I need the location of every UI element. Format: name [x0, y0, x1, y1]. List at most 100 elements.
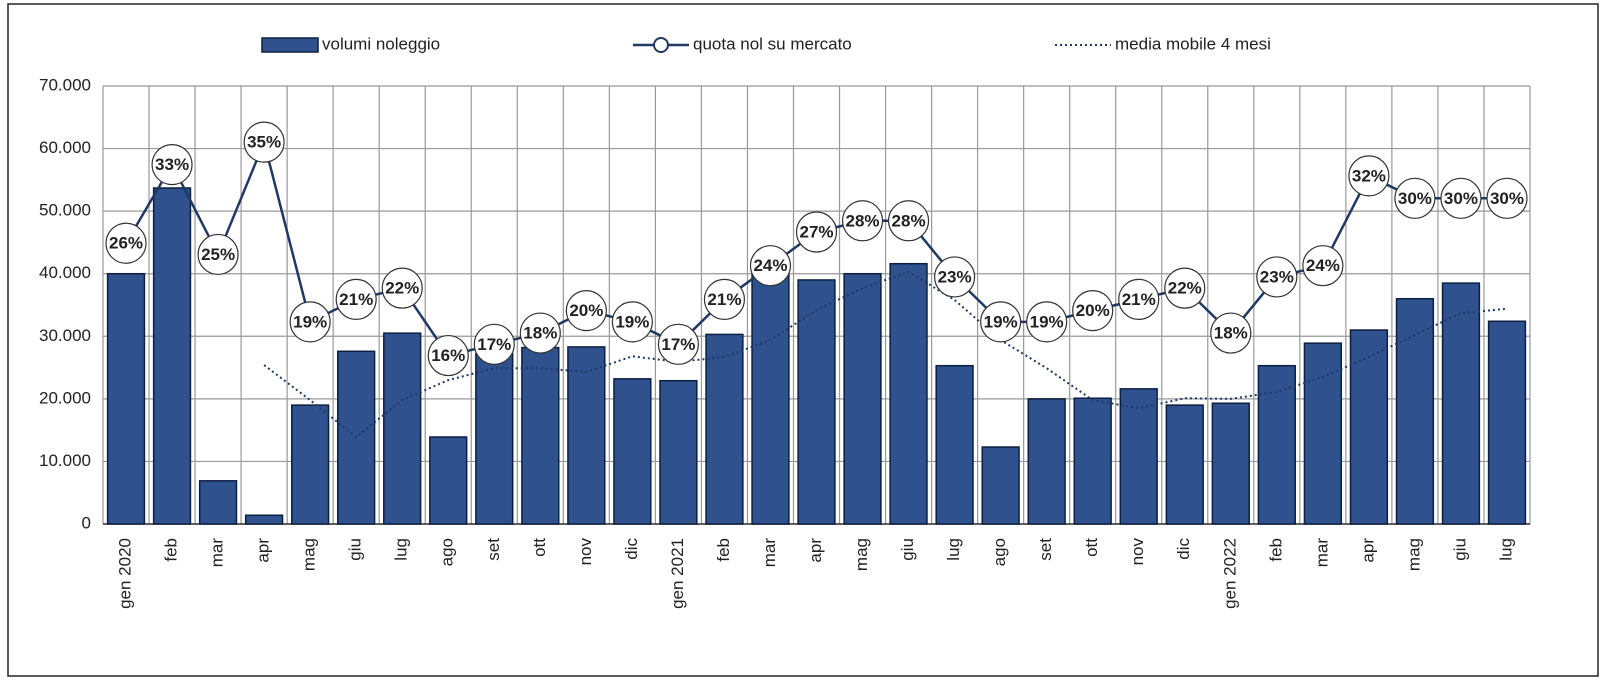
bar	[797, 279, 836, 525]
share-marker	[980, 301, 1022, 343]
x-tick-label: giu	[1450, 538, 1469, 561]
share-marker	[105, 222, 147, 264]
bar	[889, 262, 928, 525]
data-label: 28%	[846, 211, 880, 230]
bar	[751, 269, 790, 525]
share-marker	[1118, 278, 1160, 320]
data-label: 21%	[707, 290, 741, 309]
bar	[981, 446, 1020, 525]
data-label: 20%	[1076, 301, 1110, 320]
x-tick-label: dic	[1174, 538, 1193, 560]
share-marker	[657, 323, 700, 365]
share-marker	[749, 245, 792, 287]
x-tick-label: giu	[346, 538, 365, 561]
data-label: 20%	[569, 301, 603, 320]
share-marker	[1486, 177, 1528, 219]
x-tick-label: lug	[944, 538, 963, 561]
data-label: 24%	[753, 256, 787, 275]
bar	[475, 353, 514, 525]
data-label: 28%	[892, 211, 926, 230]
data-label: 23%	[938, 267, 972, 286]
data-label: 19%	[615, 312, 649, 331]
y-tick-label: 30.000	[39, 326, 91, 345]
y-tick-label: 10.000	[39, 451, 91, 470]
x-tick-label: set	[484, 538, 503, 561]
share-marker	[1394, 177, 1436, 219]
share-marker	[1256, 256, 1298, 298]
share-marker	[1072, 290, 1114, 332]
legend-label: quota nol su mercato	[693, 34, 852, 53]
x-tick-label: ott	[1082, 538, 1101, 557]
share-marker	[1164, 267, 1206, 309]
data-label: 19%	[1030, 312, 1064, 331]
data-label: 30%	[1398, 189, 1432, 208]
share-marker	[1348, 155, 1390, 197]
y-tick-label: 0	[82, 513, 91, 532]
share-marker	[795, 211, 838, 253]
bar	[1073, 397, 1112, 525]
bar	[290, 404, 330, 525]
share-marker	[473, 323, 515, 365]
data-label: 30%	[1490, 189, 1524, 208]
data-label: 33%	[155, 155, 189, 174]
bar	[244, 514, 284, 525]
y-tick-label: 70.000	[39, 75, 91, 94]
share-marker	[427, 334, 469, 377]
legend-label: volumi noleggio	[322, 34, 440, 53]
legend-label: media mobile 4 mesi	[1115, 34, 1271, 53]
data-label: 21%	[1122, 290, 1156, 309]
share-marker	[611, 301, 653, 343]
bar	[429, 436, 468, 525]
bar	[613, 378, 652, 525]
bar	[1165, 404, 1204, 525]
x-tick-label: giu	[898, 538, 917, 561]
bar	[1257, 364, 1296, 525]
x-tick-label: apr	[806, 538, 825, 563]
bar	[1441, 282, 1481, 525]
x-tick-label: mag	[1404, 538, 1423, 571]
data-label: 24%	[1306, 256, 1340, 275]
legend-swatch-marker	[653, 37, 669, 53]
y-tick-label: 60.000	[39, 138, 91, 157]
x-tick-label: mar	[1312, 538, 1331, 568]
bar	[198, 480, 238, 525]
share-marker	[1210, 312, 1252, 354]
x-tick-label: mag	[300, 538, 319, 571]
x-tick-label: mar	[760, 538, 779, 568]
bar	[1395, 297, 1435, 525]
bar	[1349, 329, 1389, 525]
data-label: 27%	[799, 222, 833, 241]
y-tick-label: 20.000	[39, 388, 91, 407]
x-tick-label: lug	[392, 538, 411, 561]
bar	[1303, 342, 1343, 525]
share-marker	[335, 278, 377, 320]
share-marker	[841, 200, 884, 242]
share-marker	[289, 301, 331, 343]
bar	[106, 272, 146, 525]
data-label: 23%	[1260, 267, 1294, 286]
x-tick-label: nov	[1128, 538, 1147, 566]
share-marker	[1026, 301, 1068, 343]
x-tick-label: mar	[208, 538, 227, 568]
data-label: 19%	[293, 312, 327, 331]
share-marker	[887, 200, 930, 242]
share-marker	[151, 144, 193, 186]
x-tick-label: set	[1036, 538, 1055, 561]
x-tick-label: apr	[254, 538, 273, 563]
bar	[152, 187, 192, 525]
moving-average-line	[263, 270, 1508, 439]
data-label: 18%	[523, 324, 557, 343]
y-tick-label: 40.000	[39, 263, 91, 282]
share-marker	[703, 278, 746, 320]
share-marker	[565, 290, 607, 332]
bar	[705, 333, 744, 525]
share-marker	[933, 256, 976, 298]
share-marker	[1302, 245, 1344, 287]
x-tick-label: apr	[1358, 538, 1377, 563]
data-label: 22%	[385, 279, 419, 298]
legend-swatch	[261, 37, 319, 53]
x-tick-label: gen 2022	[1220, 538, 1239, 609]
share-marker	[519, 312, 561, 354]
x-tick-label: mag	[852, 538, 871, 571]
